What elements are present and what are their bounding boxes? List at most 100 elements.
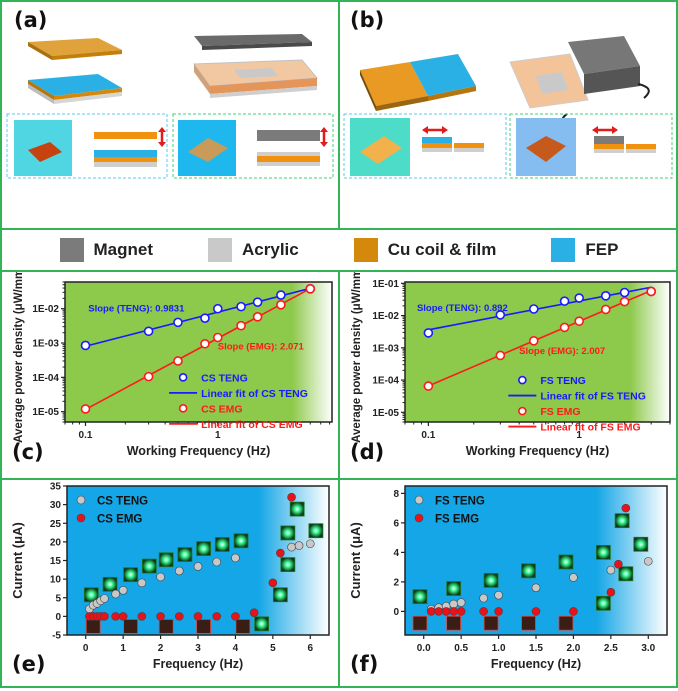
panel-c-cs-power-density: 1E-05 1E-04 1E-03 1E-02 0.1 1 Working Frequenc… — [0, 261, 340, 480]
fit-line — [428, 289, 652, 387]
layer-cu — [257, 156, 320, 162]
data-point — [118, 586, 128, 595]
led-off-photo — [123, 619, 139, 634]
data-point — [423, 328, 434, 338]
chart-e: -5 0 5 10 15 20 25 30 35 0 1 2 3 4 5 6 Frequency (Hz) Cur… — [10, 482, 330, 671]
led-on-photo — [633, 536, 649, 552]
x-tick-label: 1 — [120, 643, 126, 654]
panel-f-fs-current: 0 2 4 6 8 0.0 0.5 1.0 1.5 2.0 2.5 3.0 Frequency (Hz)… — [338, 478, 678, 688]
layer-fep — [422, 137, 452, 143]
cs-emg-inset-box — [172, 113, 334, 179]
panel-e-cs-current: -5 0 5 10 15 20 25 30 35 0 1 2 3 4 5 6 Frequency (Hz) Cur… — [0, 478, 340, 688]
x-axis-title: Frequency (Hz) — [153, 657, 243, 671]
y-tick-label: 1E-05 — [372, 408, 399, 419]
y-tick-label: 1E-04 — [372, 376, 399, 387]
data-point — [479, 607, 488, 616]
data-point — [212, 612, 222, 621]
data-point — [449, 599, 458, 609]
data-point — [173, 356, 183, 366]
cs-device-illustration — [6, 34, 334, 179]
plot-frame — [404, 485, 668, 636]
x-tick-label: 1.5 — [529, 643, 543, 654]
y-tick-label: 10 — [50, 575, 62, 586]
data-point — [559, 322, 570, 333]
data-point — [434, 607, 443, 616]
x-axis-title: Working Frequency (Hz) — [466, 444, 610, 458]
legend-marker — [518, 375, 527, 385]
data-point — [268, 578, 278, 588]
data-point — [156, 572, 165, 582]
data-point — [531, 607, 541, 616]
x-tick-label: 1.0 — [492, 643, 506, 654]
x-axis-title: Frequency (Hz) — [491, 657, 581, 671]
x-tick-label: 1 — [576, 430, 582, 441]
led-off-photo — [446, 615, 462, 631]
data-point — [305, 284, 316, 294]
data-point — [426, 607, 436, 616]
layer-acrylic — [454, 148, 484, 152]
data-point — [569, 573, 578, 582]
data-point — [143, 326, 154, 337]
layer-acrylic — [594, 149, 624, 153]
legend-label: FS TENG — [435, 496, 485, 508]
panel-label: (c) — [12, 440, 44, 464]
chart-f: 0 2 4 6 8 0.0 0.5 1.0 1.5 2.0 2.5 3.0 Frequency (Hz)… — [348, 485, 668, 671]
led-on-photo — [280, 557, 296, 572]
legend-label: Linear fit of CS TENG — [201, 388, 308, 400]
panel-label: (f) — [350, 652, 379, 676]
cu-swatch — [353, 238, 378, 262]
plot-frame — [404, 281, 671, 423]
y-tick-label: 20 — [50, 537, 62, 548]
y-tick-label: 35 — [50, 482, 62, 493]
chart-d: 1E-05 1E-04 1E-03 1E-02 1E-01 0.1 1 Working Fre… — [351, 261, 671, 458]
x-tick-label: 2 — [158, 643, 164, 654]
y-tick-label: -5 — [52, 631, 61, 642]
legend-label: FS EMG — [540, 406, 580, 418]
fit-line — [428, 286, 652, 331]
data-point — [600, 291, 611, 301]
magnet-swatch — [59, 238, 84, 262]
y-tick-label: 0 — [55, 612, 61, 623]
layer-cu — [454, 143, 484, 148]
y-tick-label: 1E-05 — [32, 407, 59, 418]
legend-label: Acrylic — [242, 240, 299, 259]
legend-label: Linear fit of FS TENG — [540, 391, 646, 403]
y-tick-label: 6 — [393, 518, 399, 529]
fep-swatch — [551, 238, 576, 262]
legend-marker — [414, 495, 424, 505]
x-tick-label: 0.0 — [417, 643, 431, 654]
x-tick-label: 0.1 — [79, 430, 93, 441]
layer-acrylic — [626, 149, 656, 153]
data-point — [621, 503, 631, 513]
data-point — [252, 312, 263, 322]
data-point — [449, 607, 458, 616]
legend-item-cu: Cu coil & film — [353, 238, 496, 262]
data-point — [111, 589, 120, 599]
device-photo-object — [28, 142, 62, 162]
slope-annotation: Slope (EMG): 2.071 — [218, 341, 305, 352]
data-point — [193, 612, 203, 621]
data-point — [212, 332, 223, 343]
data-point — [231, 553, 240, 563]
device-photo-object — [526, 136, 566, 162]
data-point — [80, 404, 91, 414]
y-tick-label: 1E-01 — [372, 279, 399, 290]
legend-label: FS EMG — [435, 514, 479, 526]
layer-magnet — [594, 136, 624, 144]
legend-marker — [76, 513, 86, 523]
data-point — [494, 590, 503, 600]
x-tick-label: 6 — [308, 643, 314, 654]
data-point — [287, 492, 296, 502]
data-point — [495, 350, 506, 361]
data-point — [619, 287, 630, 298]
fs-teng-inset-box — [343, 113, 507, 179]
layer-cu — [594, 144, 624, 149]
legend-item-magnet: Magnet — [59, 238, 153, 262]
material-legend: Magnet Acrylic Cu coil & film FEP — [0, 228, 678, 272]
y-tick-label: 1E-04 — [32, 373, 59, 384]
legend-marker — [178, 373, 188, 382]
slope-annotation: Slope (TENG): 0.9831 — [88, 304, 185, 315]
x-tick-label: 3.0 — [641, 643, 655, 654]
y-tick-label: 1E-02 — [32, 304, 59, 315]
y-tick-label: 8 — [393, 489, 399, 500]
